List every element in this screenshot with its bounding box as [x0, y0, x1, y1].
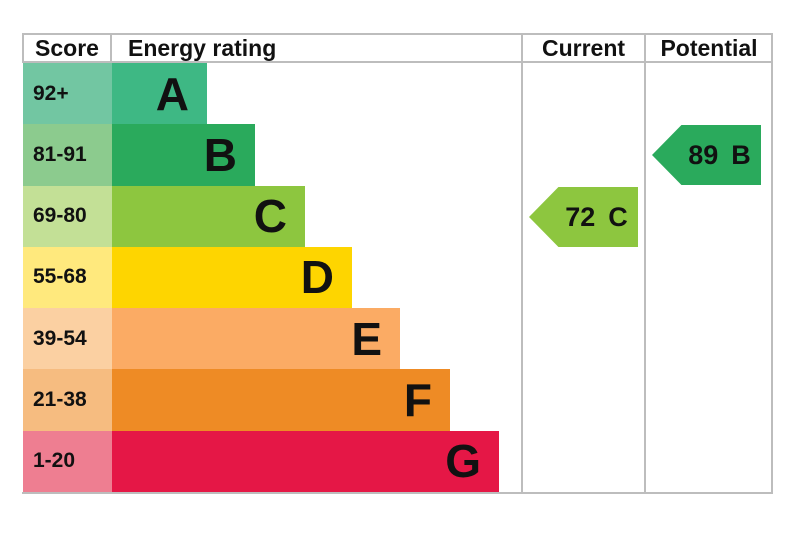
- score-cell: 69-80: [23, 185, 112, 247]
- rating-letter: B: [203, 128, 237, 181]
- band-rows: 92+ A 81-91 B 69-80 C 55-68 D: [23, 63, 773, 492]
- score-range-label: 21-38: [33, 388, 87, 412]
- band-row: 39-54 E: [23, 308, 773, 370]
- score-range-label: 92+: [33, 81, 69, 105]
- rating-bar: D: [112, 246, 352, 309]
- rating-letter: A: [155, 67, 189, 120]
- score-column-header: Score: [35, 34, 99, 61]
- band-row: 81-91 B: [23, 124, 773, 186]
- current-rating-score: 72: [565, 201, 596, 232]
- potential-rating-letter: B: [731, 139, 751, 170]
- potential-column-header: Potential: [660, 34, 758, 61]
- score-cell: 39-54: [23, 308, 112, 370]
- rating-letter: C: [253, 190, 287, 243]
- band-row: 92+ A: [23, 63, 773, 125]
- score-cell: 21-38: [23, 369, 112, 431]
- score-cell: 55-68: [23, 246, 112, 309]
- rating-bar: B: [112, 124, 255, 186]
- score-range-label: 1-20: [33, 449, 76, 473]
- table-header-row: Score Energy rating Current Potential: [0, 34, 800, 62]
- potential-column-divider: [644, 33, 646, 494]
- rating-bar: C: [112, 185, 305, 247]
- header-separator-line: [22, 61, 773, 63]
- rating-letter: F: [403, 374, 432, 427]
- rating-bar: E: [112, 308, 400, 370]
- table-bottom-border: [22, 492, 773, 494]
- score-range-label: 81-91: [33, 142, 87, 166]
- rating-bar: G: [112, 430, 499, 492]
- current-rating-letter: C: [608, 201, 628, 232]
- score-cell: 81-91: [23, 124, 112, 186]
- band-row: 55-68 D: [23, 246, 773, 309]
- table-top-border: [22, 33, 773, 35]
- score-range-label: 39-54: [33, 326, 87, 350]
- score-cell: 92+: [23, 63, 112, 125]
- energy-rating-column-header: Energy rating: [128, 34, 277, 61]
- current-column-divider: [521, 33, 523, 494]
- potential-rating-score: 89: [688, 139, 719, 170]
- header-left-border: [22, 33, 24, 63]
- rating-letter: D: [300, 251, 334, 304]
- current-column-header: Current: [541, 34, 626, 61]
- score-range-label: 55-68: [33, 265, 87, 289]
- rating-letter: E: [351, 312, 382, 365]
- rating-letter: G: [445, 435, 481, 488]
- rating-bar: F: [112, 369, 450, 431]
- rating-bar: A: [112, 63, 207, 125]
- band-row: 21-38 F: [23, 369, 773, 431]
- band-row: 69-80 C: [23, 185, 773, 247]
- score-cell: 1-20: [23, 430, 112, 492]
- band-row: 1-20 G: [23, 430, 773, 492]
- score-column-divider: [110, 33, 112, 63]
- score-range-label: 69-80: [33, 204, 87, 228]
- table-right-border: [771, 33, 773, 494]
